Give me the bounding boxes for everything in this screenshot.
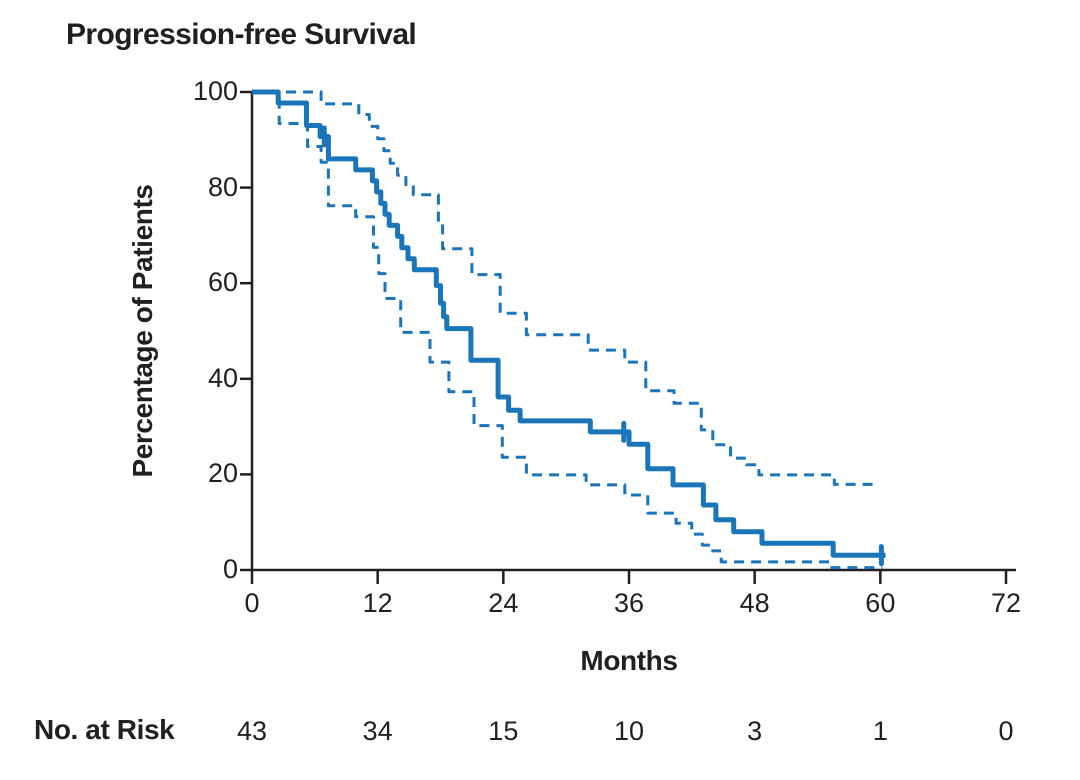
km-estimate-curve: [252, 89, 886, 558]
x-tick-label: 12: [362, 588, 393, 618]
y-tick-label: 60: [207, 267, 238, 298]
y-tick-label: 40: [207, 362, 238, 393]
risk-count: 10: [613, 716, 645, 746]
x-tick-label: 36: [613, 588, 645, 618]
chart-title: Progression-free Survival: [66, 18, 417, 51]
confidence-interval-curve: [252, 90, 876, 486]
x-tick-label: 24: [488, 588, 519, 618]
y-tick-label: 100: [192, 75, 238, 106]
y-tick-label: 80: [207, 171, 238, 202]
x-axis-title: Months: [580, 645, 678, 676]
y-tick-label: 0: [222, 553, 238, 584]
risk-count: 0: [998, 716, 1014, 746]
risk-count: 34: [362, 716, 393, 746]
x-tick-label: 72: [990, 588, 1022, 618]
risk-table-label: No. at Risk: [34, 714, 175, 745]
x-tick-label: 48: [739, 588, 770, 618]
risk-count: 3: [747, 716, 763, 746]
x-tick-label: 0: [244, 588, 260, 618]
axis-lines: [250, 92, 1016, 572]
x-tick-label: 60: [865, 588, 896, 618]
risk-count: 43: [236, 716, 268, 746]
confidence-interval-curve: [252, 90, 883, 570]
risk-count: 15: [488, 716, 519, 746]
y-tick-label: 20: [207, 458, 238, 489]
risk-count: 1: [872, 716, 888, 746]
